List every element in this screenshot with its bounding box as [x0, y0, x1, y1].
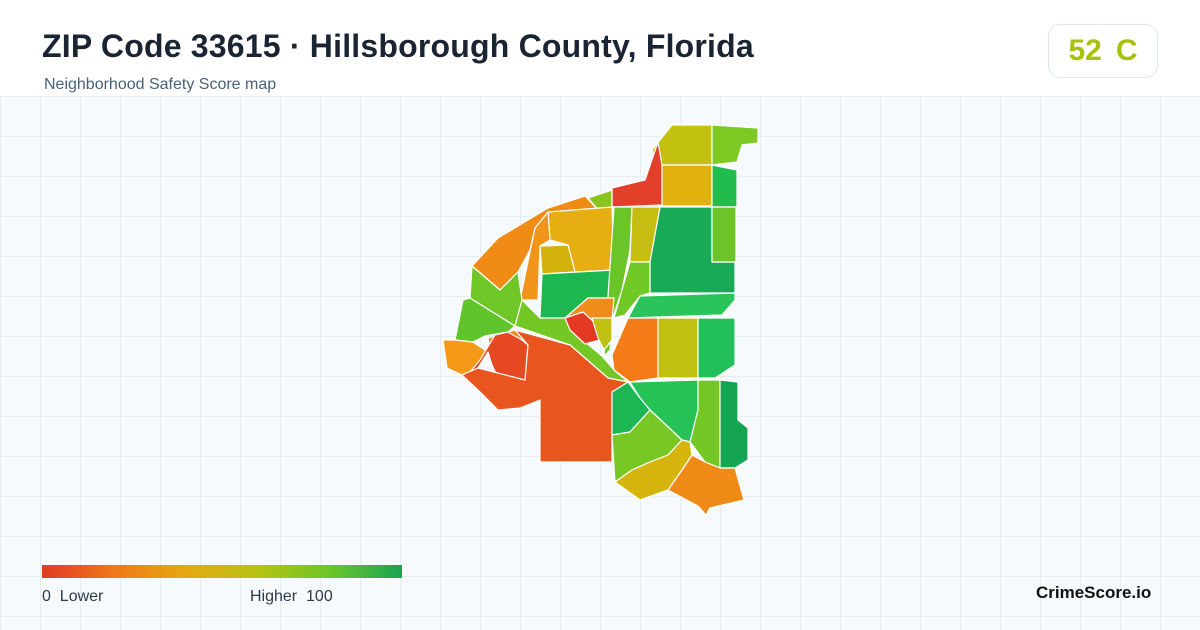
- score-badge: 52 C: [1048, 24, 1158, 78]
- region-r40[interactable]: [469, 331, 529, 383]
- region-r17[interactable]: [711, 206, 737, 263]
- region-r5[interactable]: [661, 164, 713, 207]
- region-r24[interactable]: [627, 292, 736, 319]
- legend-high-text: Higher: [250, 588, 298, 605]
- region-r2[interactable]: [611, 141, 663, 208]
- region-r35[interactable]: [667, 454, 745, 516]
- legend-low-value: 0: [42, 588, 51, 605]
- region-r27b[interactable]: [657, 317, 699, 379]
- header-band: [0, 0, 1200, 96]
- page-subtitle: Neighborhood Safety Score map: [44, 76, 277, 93]
- brand-logo-text: CrimeScore.io: [1036, 583, 1152, 602]
- legend-low-text: Lower: [59, 588, 104, 605]
- region-r6[interactable]: [711, 164, 738, 208]
- region-r32[interactable]: [719, 379, 749, 469]
- legend-gradient-bar: [42, 565, 402, 578]
- page-title: ZIP Code 33615 · Hillsborough County, Fl…: [42, 28, 754, 64]
- region-r4[interactable]: [711, 124, 759, 166]
- legend-high-value: 100: [306, 588, 333, 605]
- region-r34[interactable]: [614, 439, 693, 501]
- region-r27[interactable]: [591, 317, 613, 351]
- region-r26[interactable]: [611, 317, 659, 383]
- legend-high-label: Higher 100: [250, 588, 333, 606]
- score-grade: C: [1115, 34, 1138, 67]
- legend-low-label: 0 Lower: [42, 588, 103, 606]
- score-value: 52: [1068, 34, 1102, 67]
- region-r28[interactable]: [697, 317, 736, 379]
